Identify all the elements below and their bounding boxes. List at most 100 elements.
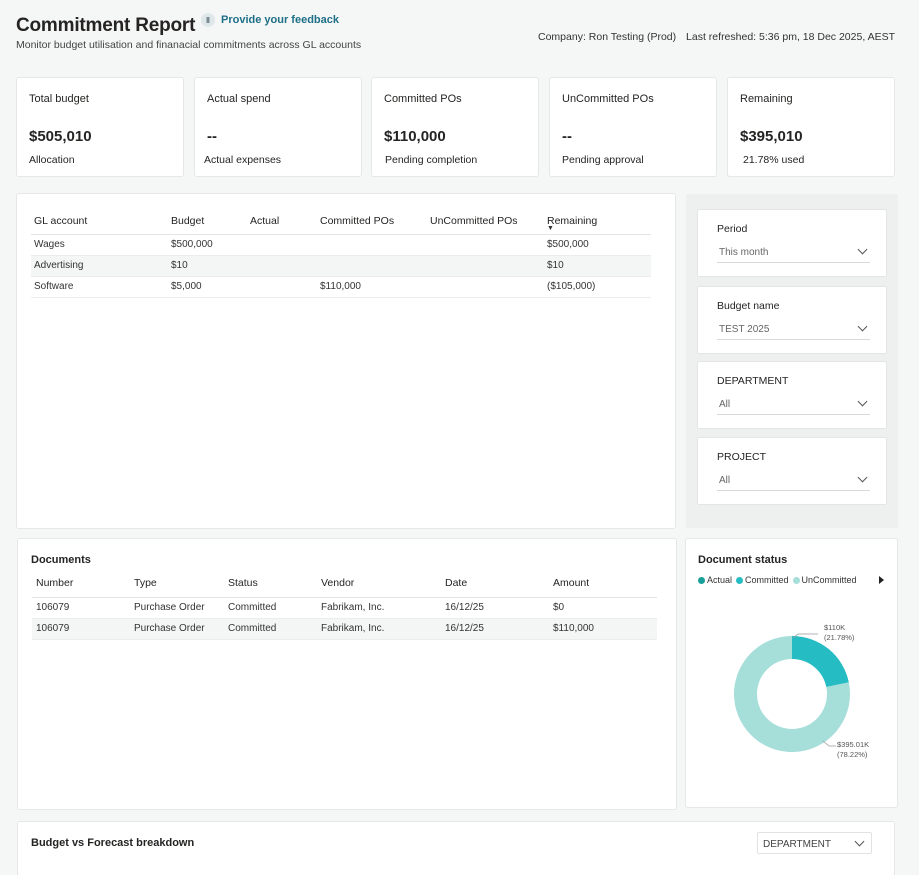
gl-cell: $10 bbox=[544, 255, 651, 277]
kpi-sub: Actual expenses bbox=[204, 154, 282, 166]
chevron-down-icon bbox=[857, 396, 868, 407]
donut-slice-committed[interactable] bbox=[792, 636, 849, 687]
gl-header-budget[interactable]: Budget bbox=[168, 208, 247, 235]
gl-cell bbox=[317, 234, 427, 256]
gl-cell bbox=[427, 234, 544, 256]
kpi-label: Remaining bbox=[740, 93, 793, 105]
feedback-icon: ‖ bbox=[201, 13, 215, 27]
data-label-value: $110K bbox=[824, 623, 846, 632]
gl-cell: Wages bbox=[31, 234, 168, 256]
gl-cell: Advertising bbox=[31, 255, 168, 277]
gl-cell: ($105,000) bbox=[544, 276, 651, 298]
feedback-label: Provide your feedback bbox=[221, 14, 339, 26]
gl-account-table-card: GL account Budget Actual Committed POs U… bbox=[16, 193, 676, 529]
chart-legend: Actual Committed UnCommitted bbox=[698, 575, 861, 585]
gl-cell bbox=[247, 234, 317, 256]
kpi-label: Total budget bbox=[29, 93, 89, 105]
gl-cell: Software bbox=[31, 276, 168, 298]
legend-next-arrow-icon[interactable] bbox=[879, 576, 884, 584]
filter-label: DEPARTMENT bbox=[717, 375, 789, 387]
budget-name-dropdown[interactable]: TEST 2025 bbox=[717, 319, 870, 340]
gl-cell bbox=[247, 276, 317, 298]
data-label-committed: $110K (21.78%) bbox=[824, 623, 854, 643]
kpi-value: $505,010 bbox=[29, 128, 92, 145]
kpi-value: $110,000 bbox=[384, 128, 446, 145]
kpi-card-total-budget: Total budget $505,010 Allocation bbox=[16, 77, 184, 177]
kpi-card-remaining: Remaining $395,010 21.78% used bbox=[727, 77, 895, 177]
docs-header-date[interactable]: Date bbox=[441, 570, 549, 598]
company-label: Company: Ron Testing (Prod) bbox=[538, 31, 677, 43]
legend-item-uncommitted[interactable]: UnCommitted bbox=[792, 575, 857, 585]
feedback-link[interactable]: ‖ Provide your feedback bbox=[201, 13, 339, 27]
gl-header-uncommitted[interactable]: UnCommitted POs bbox=[427, 208, 544, 235]
legend-dot bbox=[736, 576, 744, 584]
breakdown-dimension-dropdown[interactable]: DEPARTMENT bbox=[757, 832, 872, 854]
kpi-value: -- bbox=[207, 128, 217, 145]
donut-chart bbox=[734, 633, 850, 752]
document-status-title: Document status bbox=[698, 554, 788, 566]
kpi-label: Actual spend bbox=[207, 93, 271, 105]
docs-cell: Purchase Order bbox=[130, 597, 224, 619]
docs-header-number[interactable]: Number bbox=[32, 570, 130, 598]
documents-title: Documents bbox=[31, 554, 91, 566]
legend-label: UnCommitted bbox=[801, 575, 857, 585]
legend-dot bbox=[698, 576, 705, 584]
filter-label: Budget name bbox=[717, 300, 780, 312]
kpi-sub: Pending approval bbox=[562, 154, 644, 166]
table-row[interactable]: Wages $500,000 $500,000 bbox=[31, 234, 651, 256]
table-row[interactable]: 106079 Purchase Order Committed Fabrikam… bbox=[32, 618, 657, 640]
filter-budget-name: Budget name TEST 2025 bbox=[697, 286, 887, 354]
period-dropdown[interactable]: This month bbox=[717, 242, 870, 263]
kpi-card-actual-spend: Actual spend -- Actual expenses bbox=[194, 77, 362, 177]
kpi-value: -- bbox=[562, 128, 572, 145]
donut-slice-remaining[interactable] bbox=[734, 636, 850, 752]
gl-cell: $5,000 bbox=[168, 276, 247, 298]
budget-vs-forecast-card: Budget vs Forecast breakdown DEPARTMENT bbox=[17, 821, 895, 875]
gl-header-committed[interactable]: Committed POs bbox=[317, 208, 427, 235]
chevron-down-icon bbox=[854, 836, 865, 847]
docs-cell: Purchase Order bbox=[130, 618, 224, 640]
legend-label: Actual bbox=[707, 575, 733, 585]
dropdown-value: All bbox=[719, 475, 731, 486]
gl-cell bbox=[247, 255, 317, 277]
gl-header-account[interactable]: GL account bbox=[31, 208, 168, 235]
gl-header-remaining[interactable]: Remaining bbox=[544, 208, 651, 235]
data-label-percent: (21.78%) bbox=[824, 633, 855, 642]
docs-header-status[interactable]: Status bbox=[224, 570, 317, 598]
docs-cell: Committed bbox=[224, 597, 317, 619]
document-status-card: Document status Actual Committed UnCommi… bbox=[685, 538, 898, 808]
leader-line-remaining bbox=[822, 740, 836, 747]
page-title: Commitment Report bbox=[16, 15, 196, 36]
docs-cell: 106079 bbox=[32, 597, 130, 619]
docs-cell: Committed bbox=[224, 618, 317, 640]
kpi-sub: Allocation bbox=[29, 154, 75, 166]
docs-header-amount[interactable]: Amount bbox=[549, 570, 657, 598]
gl-cell: $500,000 bbox=[168, 234, 247, 256]
filter-department: DEPARTMENT All bbox=[697, 361, 887, 429]
gl-cell: $110,000 bbox=[317, 276, 427, 298]
table-row[interactable]: Software $5,000 $110,000 ($105,000) bbox=[31, 276, 651, 298]
docs-header-type[interactable]: Type bbox=[130, 570, 224, 598]
docs-cell: 16/12/25 bbox=[441, 597, 549, 619]
gl-account-table: GL account Budget Actual Committed POs U… bbox=[31, 208, 651, 298]
gl-header-actual[interactable]: Actual bbox=[247, 208, 317, 235]
docs-cell: 16/12/25 bbox=[441, 618, 549, 640]
documents-table: Number Type Status Vendor Date Amount 10… bbox=[32, 570, 657, 640]
legend-item-actual[interactable]: Actual bbox=[698, 575, 732, 585]
filter-panel: Period This month Budget name TEST 2025 … bbox=[686, 194, 898, 528]
docs-cell: Fabrikam, Inc. bbox=[317, 597, 441, 619]
department-dropdown[interactable]: All bbox=[717, 394, 870, 415]
table-row[interactable]: 106079 Purchase Order Committed Fabrikam… bbox=[32, 597, 657, 619]
project-dropdown[interactable]: All bbox=[717, 470, 870, 491]
kpi-label: UnCommitted POs bbox=[562, 93, 654, 105]
sort-descending-icon[interactable]: ▼ bbox=[547, 225, 554, 232]
kpi-sub: 21.78% used bbox=[743, 154, 805, 166]
kpi-value: $395,010 bbox=[740, 128, 803, 145]
docs-header-vendor[interactable]: Vendor bbox=[317, 570, 441, 598]
kpi-label: Committed POs bbox=[384, 93, 462, 105]
data-label-percent: (78.22%) bbox=[837, 750, 868, 759]
data-label-value: $395.01K bbox=[837, 740, 870, 749]
chevron-down-icon bbox=[857, 472, 868, 483]
legend-item-committed[interactable]: Committed bbox=[736, 575, 789, 585]
table-row[interactable]: Advertising $10 $10 bbox=[31, 255, 651, 277]
